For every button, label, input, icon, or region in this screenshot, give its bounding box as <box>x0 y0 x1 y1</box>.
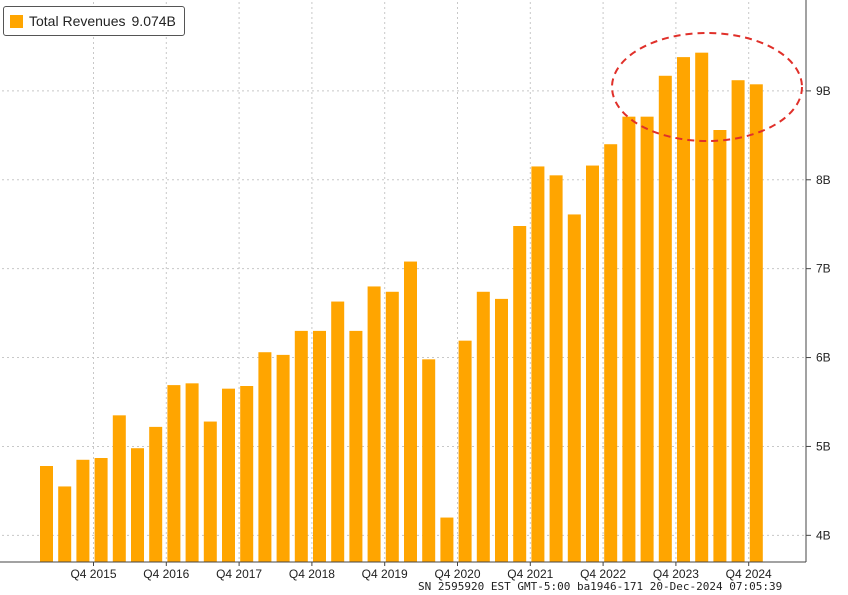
bar <box>94 458 108 562</box>
bar <box>258 352 272 562</box>
bar <box>677 57 690 562</box>
x-tick-label: Q4 2023 <box>653 567 699 581</box>
bar <box>149 426 163 562</box>
bar <box>276 354 290 562</box>
bar <box>222 388 235 562</box>
y-tick-label: 5B <box>816 439 831 453</box>
bar <box>549 175 563 563</box>
bar <box>658 75 672 563</box>
bar <box>240 386 254 562</box>
bar <box>40 466 53 562</box>
bar <box>586 165 599 563</box>
bar <box>531 166 545 562</box>
legend-swatch <box>10 14 23 28</box>
bar <box>112 415 126 562</box>
bar <box>203 421 217 562</box>
bar <box>731 80 745 562</box>
bar <box>349 330 363 562</box>
legend: Total Revenues 9.074B <box>3 6 185 36</box>
y-tick-label: 4B <box>816 528 831 542</box>
y-tick-label: 9B <box>816 84 831 98</box>
bar <box>131 448 144 562</box>
x-tick-label: Q4 2020 <box>434 567 480 581</box>
legend-value: 9.074B <box>131 13 176 29</box>
x-tick-label: Q4 2022 <box>580 567 626 581</box>
y-tick-label: 7B <box>816 262 831 276</box>
x-tick-label: Q4 2017 <box>216 567 262 581</box>
bar <box>385 291 399 562</box>
bar <box>458 340 472 562</box>
bar <box>476 291 490 562</box>
bar <box>604 144 618 562</box>
x-tick-label: Q4 2015 <box>70 567 116 581</box>
bar <box>76 459 90 562</box>
bar <box>513 226 527 562</box>
x-tick-label: Q4 2024 <box>726 567 772 581</box>
x-tick-label: Q4 2019 <box>362 567 408 581</box>
bar <box>294 330 308 562</box>
bar <box>185 383 199 562</box>
bar <box>640 116 654 563</box>
bars <box>40 52 763 563</box>
footer-info: SN 2595920 EST GMT-5:00 ba1946-171 20-De… <box>418 580 783 593</box>
bar <box>440 517 454 562</box>
bar <box>622 116 636 563</box>
y-axis-ticks: 4B 5B 6B 7B 8B 9B <box>806 84 831 542</box>
bar <box>58 486 72 562</box>
axes <box>0 0 807 563</box>
x-tick-label: Q4 2018 <box>289 567 335 581</box>
bar <box>167 385 181 562</box>
bar <box>331 301 345 562</box>
bar <box>404 261 417 562</box>
highlight-ellipse <box>611 32 803 142</box>
bar <box>695 52 709 563</box>
bar <box>567 214 581 562</box>
bar <box>713 130 727 562</box>
bar <box>313 330 326 562</box>
bar <box>749 84 763 563</box>
y-tick-label: 6B <box>816 351 831 365</box>
bar <box>422 359 436 562</box>
x-tick-label: Q4 2016 <box>143 567 189 581</box>
x-axis-ticks: Q4 2015 Q4 2016 Q4 2017 Q4 2018 Q4 2019 Q4 20… <box>70 562 772 581</box>
legend-label: Total Revenues <box>29 13 126 29</box>
bar <box>367 286 381 562</box>
y-tick-label: 8B <box>816 173 831 187</box>
x-tick-label: Q4 2021 <box>507 567 553 581</box>
bar <box>495 298 508 562</box>
